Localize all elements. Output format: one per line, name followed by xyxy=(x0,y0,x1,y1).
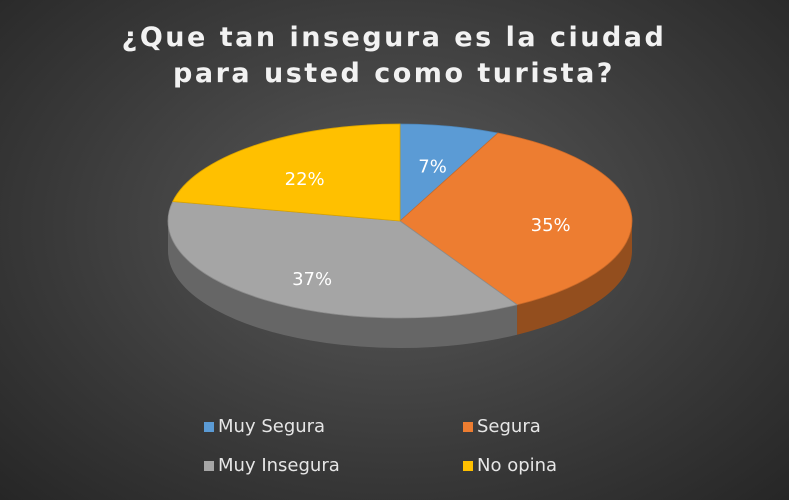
data-label: 35% xyxy=(531,215,571,236)
legend-swatch xyxy=(204,422,214,432)
pie-side xyxy=(517,221,632,335)
legend-label: Segura xyxy=(477,416,541,437)
pie-slice xyxy=(167,201,518,319)
pie-side xyxy=(168,221,518,348)
chart-title: ¿Que tan insegura es la ciudad para uste… xyxy=(121,22,667,89)
legend-label: No opina xyxy=(477,455,557,476)
legend-swatch xyxy=(463,461,473,471)
pie-slice xyxy=(172,123,401,222)
data-label: 7% xyxy=(418,156,447,177)
legend-label: Muy Insegura xyxy=(218,455,340,476)
data-label: 37% xyxy=(292,269,332,290)
data-label: 22% xyxy=(285,169,325,190)
legend-label: Muy Segura xyxy=(218,416,325,437)
legend-swatch xyxy=(204,461,214,471)
pie-slice xyxy=(399,132,633,306)
legend-swatch xyxy=(463,422,473,432)
